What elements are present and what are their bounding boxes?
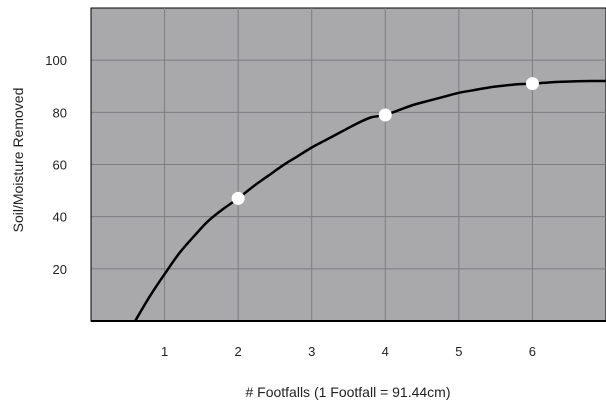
grid [91,8,606,321]
y-tick-label: 40 [53,210,67,225]
x-tick-label: 6 [529,344,536,359]
x-axis-label: # Footfalls (1 Footfall = 91.44cm) [245,384,450,400]
x-tick-label: 1 [161,344,168,359]
x-tick-label: 2 [235,344,242,359]
x-tick-label: 3 [308,344,315,359]
data-point [231,191,245,205]
x-tick-label: 4 [382,344,389,359]
y-tick-label: 100 [45,53,67,68]
x-tick-labels: 1 2 3 4 5 6 [161,344,536,359]
y-tick-label: 20 [53,262,67,277]
x-tick-label: 5 [455,344,462,359]
y-tick-labels: 20 40 60 80 100 [45,53,67,277]
data-point [525,77,539,91]
data-markers [231,77,539,205]
data-point [378,108,392,122]
y-tick-label: 60 [53,158,67,173]
y-tick-label: 80 [53,105,67,120]
y-axis-label: Soil/Moisture Removed [10,88,26,233]
